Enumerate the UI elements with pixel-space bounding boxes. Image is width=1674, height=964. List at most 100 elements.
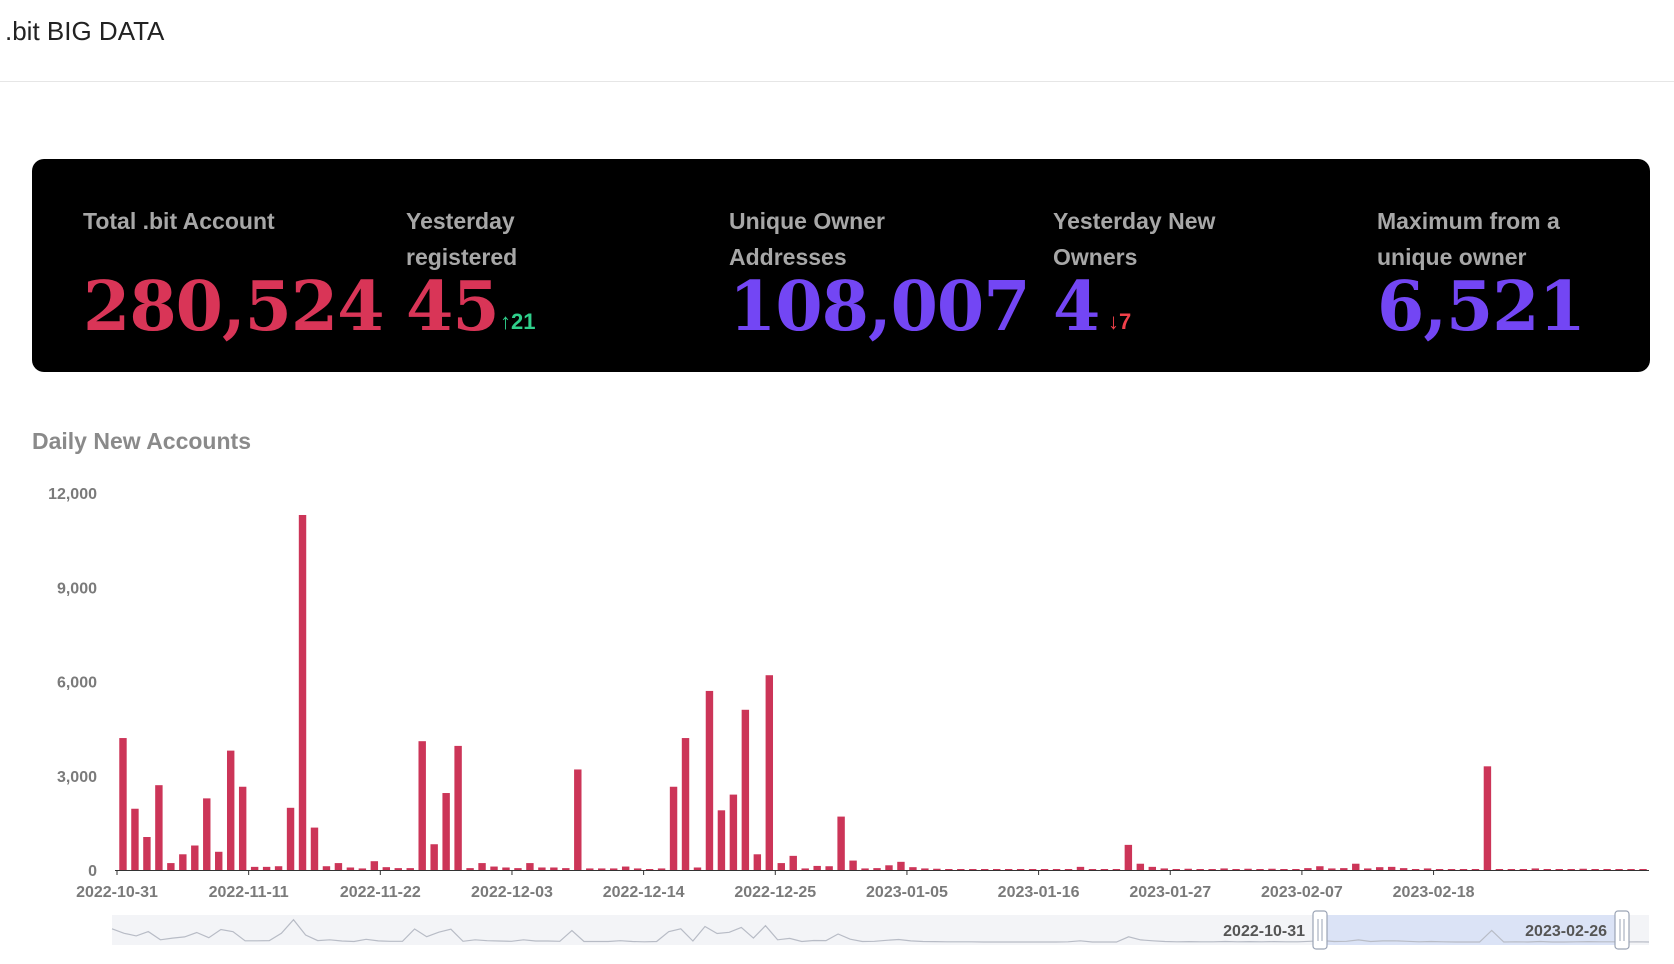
bar[interactable] [1064,869,1073,870]
bar[interactable] [992,869,1001,870]
bar[interactable] [753,854,762,870]
bar[interactable] [957,869,965,870]
bar[interactable] [382,867,391,870]
bar[interactable] [143,837,151,870]
bar[interactable] [586,868,594,870]
bar[interactable] [286,807,295,870]
bar[interactable] [1567,869,1575,870]
bar[interactable] [1172,869,1180,870]
bar[interactable] [238,786,247,870]
bar[interactable] [1543,869,1551,870]
bar[interactable] [861,868,869,870]
bar[interactable] [1531,868,1540,870]
bar[interactable] [825,866,833,870]
bar[interactable] [801,868,809,870]
bar[interactable] [358,868,367,870]
bar[interactable] [633,868,642,870]
bar[interactable] [346,867,355,870]
bar[interactable] [1340,868,1348,870]
bar[interactable] [1615,869,1623,870]
bar[interactable] [1208,869,1216,870]
bar[interactable] [1447,869,1456,870]
bar[interactable] [1088,869,1097,870]
bar[interactable] [191,845,199,871]
bar[interactable] [765,675,774,870]
bar[interactable] [1112,869,1121,870]
bar[interactable] [1148,866,1157,870]
datazoom-slider[interactable]: 2022-10-31 2023-02-26 [111,910,1650,950]
bar[interactable] [1627,869,1635,870]
bar[interactable] [873,868,881,870]
bar[interactable] [1016,869,1025,870]
bar[interactable] [1136,863,1145,870]
bar[interactable] [1579,868,1587,870]
bar[interactable] [1519,869,1528,870]
bar[interactable] [1399,868,1408,870]
bar[interactable] [1004,869,1013,870]
bar[interactable] [741,709,750,870]
bar[interactable] [1364,868,1372,870]
bar[interactable] [298,514,307,870]
bar[interactable] [322,866,331,870]
bar[interactable] [215,851,223,870]
bar[interactable] [609,868,618,870]
bar[interactable] [203,798,211,870]
bar[interactable] [598,868,606,870]
bar[interactable] [1471,869,1480,870]
bar[interactable] [981,869,989,870]
bar[interactable] [1292,869,1300,870]
bar[interactable] [1232,869,1240,870]
bar[interactable] [155,785,163,870]
bar[interactable] [538,867,546,870]
bar[interactable] [1076,866,1085,870]
bar[interactable] [1483,766,1492,870]
bar[interactable] [1268,868,1276,870]
bar[interactable] [1411,869,1420,870]
bar[interactable] [789,855,797,870]
datazoom-end-handle[interactable] [1614,910,1630,950]
bar[interactable] [406,868,414,870]
bar[interactable] [1639,869,1647,870]
bar[interactable] [705,690,714,870]
bar[interactable] [262,866,271,870]
bar[interactable] [849,860,857,870]
bar[interactable] [119,738,127,870]
bar[interactable] [167,863,175,870]
bar[interactable] [466,868,474,870]
bar[interactable] [454,745,462,870]
bar[interactable] [1423,868,1432,870]
bar[interactable] [729,794,738,870]
bar[interactable] [502,867,510,870]
bar[interactable] [1316,866,1324,870]
bar-series[interactable] [119,514,1647,871]
datazoom-selected-range[interactable] [1320,915,1622,945]
bar[interactable] [442,793,450,870]
bar[interactable] [1256,869,1264,870]
bar[interactable] [478,863,486,870]
bar[interactable] [717,810,726,870]
bar[interactable] [897,861,905,870]
bar[interactable] [1555,869,1563,870]
bar[interactable] [621,866,630,870]
bar[interactable] [179,854,187,870]
bar[interactable] [1100,869,1109,870]
bar[interactable] [1591,869,1599,870]
datazoom-start-handle[interactable] [1312,910,1328,950]
bar[interactable] [1603,869,1611,870]
bar[interactable] [1124,844,1133,870]
bar[interactable] [334,863,343,870]
bar[interactable] [681,738,690,870]
bar[interactable] [394,868,402,870]
bar[interactable] [1495,869,1504,870]
bar[interactable] [885,865,893,870]
bar[interactable] [1160,868,1168,870]
bar[interactable] [250,866,259,870]
bar[interactable] [693,867,702,870]
bar[interactable] [657,868,666,870]
bar[interactable] [1304,868,1312,870]
bar[interactable] [526,863,534,870]
handle-body[interactable] [1614,910,1630,950]
bar[interactable] [274,866,283,870]
bar[interactable] [1435,869,1444,870]
bar[interactable] [813,865,821,870]
